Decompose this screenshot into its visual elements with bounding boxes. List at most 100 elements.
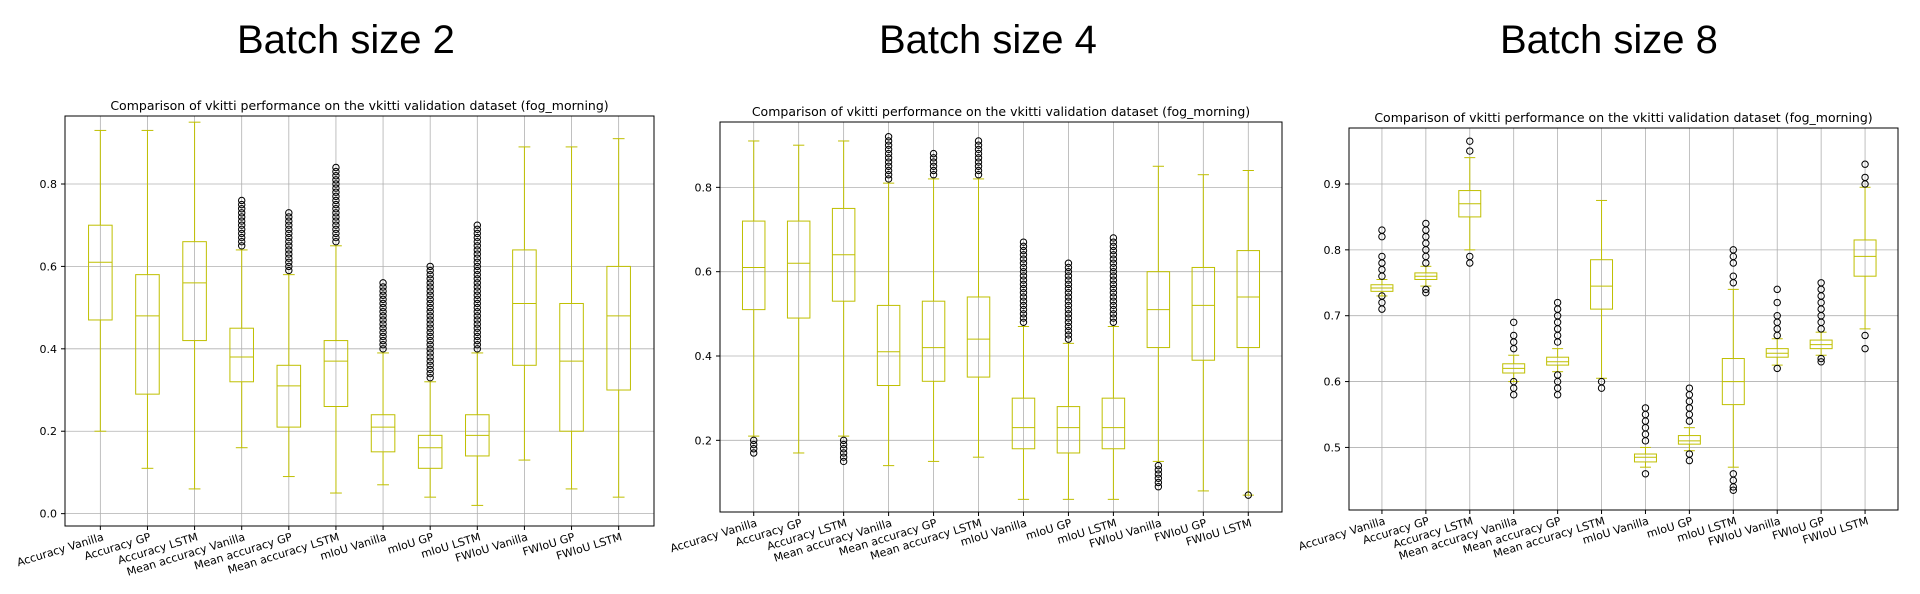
outlier-point: [426, 365, 434, 374]
outlier-point: [974, 145, 983, 154]
outlier-point: [1064, 272, 1073, 280]
outlier-point: [884, 145, 893, 154]
box-4: [1502, 318, 1526, 399]
outlier-point: [379, 328, 387, 337]
outlier-point: [426, 345, 434, 353]
outlier-point: [379, 312, 387, 320]
outlier-point: [1422, 285, 1430, 294]
outlier-point: [1019, 238, 1028, 246]
y-tick-label: 0.6: [695, 266, 713, 279]
box-3: [182, 121, 207, 490]
box-iqr: [786, 220, 811, 319]
box-3: [1458, 137, 1482, 267]
outlier-point: [379, 287, 387, 295]
outlier-point: [1729, 246, 1738, 254]
outlier-point: [1109, 301, 1118, 310]
outlier-point: [1019, 259, 1028, 267]
outlier-point: [1019, 318, 1028, 326]
outlier-point: [426, 283, 434, 291]
outlier-point: [473, 279, 481, 287]
outlier-point: [1597, 377, 1606, 386]
outlier-point: [473, 328, 481, 337]
panel-title-2: Batch size 4: [879, 18, 1097, 62]
outlier-point: [332, 192, 340, 201]
outlier-point: [285, 246, 293, 254]
plot-frame: [64, 115, 655, 527]
outlier-point: [285, 233, 293, 242]
outlier-point: [1510, 331, 1518, 340]
outlier-point: [1109, 251, 1118, 259]
outlier-point: [379, 279, 387, 287]
outlier-point: [379, 291, 387, 299]
outlier-point: [1861, 331, 1869, 340]
outlier-point: [839, 457, 848, 466]
outlier-point: [1817, 354, 1825, 363]
box-iqr: [182, 241, 207, 342]
outlier-point: [332, 205, 340, 213]
outlier-point: [884, 166, 893, 175]
outlier-point: [426, 340, 434, 349]
outlier-point: [238, 213, 246, 221]
outlier-point: [884, 149, 893, 158]
outlier-point: [426, 275, 434, 283]
outlier-point: [884, 171, 893, 179]
box-1: [88, 129, 113, 432]
outlier-point: [1510, 377, 1518, 386]
outlier-point: [750, 440, 758, 449]
outlier-point: [1064, 305, 1073, 314]
outlier-point: [332, 237, 340, 246]
outlier-point: [379, 299, 387, 308]
chart-title: Comparison of vkitti performance on the …: [752, 104, 1250, 119]
box-9: [465, 221, 490, 506]
outlier-point: [1685, 450, 1694, 458]
outlier-point: [426, 312, 434, 320]
outlier-point: [1109, 242, 1118, 251]
outlier-point: [839, 449, 848, 457]
box-iqr: [512, 249, 537, 366]
outlier-point: [332, 233, 340, 242]
outlier-point: [1378, 252, 1386, 261]
box-2: [1414, 219, 1438, 297]
outlier-point: [839, 436, 848, 445]
outlier-point: [285, 225, 293, 234]
outlier-point: [1109, 259, 1118, 267]
outlier-point: [473, 275, 481, 283]
outlier-point: [1019, 289, 1028, 297]
outlier-point: [1109, 297, 1118, 305]
box-iqr: [88, 224, 113, 321]
outlier-point: [379, 283, 387, 291]
box-12: [1853, 160, 1877, 353]
outlier-point: [379, 332, 387, 341]
outlier-point: [285, 254, 293, 262]
outlier-point: [1861, 344, 1869, 353]
outlier-point: [473, 229, 481, 238]
outlier-point: [426, 316, 434, 324]
outlier-point: [426, 328, 434, 337]
outlier-point: [238, 242, 246, 250]
outlier-point: [1064, 331, 1073, 339]
box-iqr: [417, 434, 443, 469]
outlier-point: [839, 453, 848, 461]
outlier-point: [426, 262, 434, 271]
outlier-point: [473, 316, 481, 324]
outlier-point: [332, 209, 340, 217]
box-iqr: [966, 296, 991, 378]
box-4: [229, 196, 254, 449]
outlier-point: [473, 295, 481, 304]
outlier-point: [332, 200, 340, 209]
outlier-point: [426, 266, 434, 275]
outlier-point: [426, 299, 434, 308]
y-tick-label: 0.8: [1324, 244, 1342, 257]
box-iqr: [1677, 435, 1701, 445]
box-10: [1765, 285, 1789, 373]
outlier-point: [238, 209, 246, 217]
outlier-point: [750, 436, 758, 445]
box-iqr: [1590, 259, 1614, 310]
outlier-point: [426, 373, 434, 382]
outlier-point: [332, 167, 340, 176]
outlier-point: [426, 320, 434, 328]
outlier-point: [974, 166, 983, 175]
outlier-point: [974, 141, 983, 149]
outlier-point: [473, 242, 481, 250]
outlier-point: [426, 369, 434, 378]
